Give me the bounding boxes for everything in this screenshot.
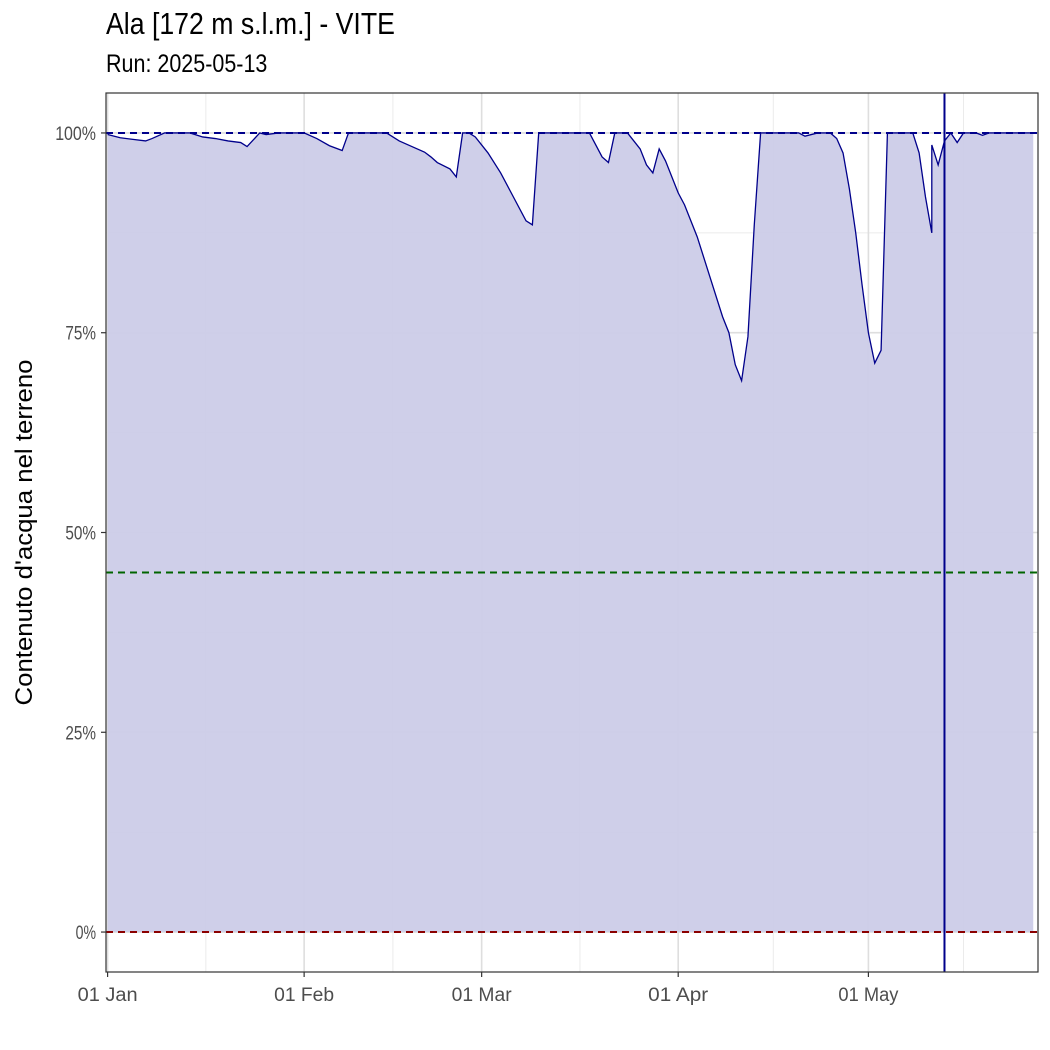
series-area — [107, 132, 1034, 933]
chart-subtitle: Run: 2025-05-13 — [106, 50, 268, 78]
x-tick-label: 01 Feb — [274, 985, 334, 1006]
y-tick-label: 75% — [65, 324, 96, 345]
chart-title: Ala [172 m s.l.m.] - VITE — [106, 6, 395, 41]
y-tick-label: 50% — [65, 524, 96, 545]
x-tick-label: 01 Jan — [78, 985, 138, 1006]
x-tick-label: 01 May — [838, 985, 898, 1006]
series-line — [107, 131, 1034, 384]
y-axis-title: Contenuto d'acqua nel terreno — [11, 360, 38, 706]
y-tick-label: 100% — [55, 124, 96, 145]
y-tick-label: 25% — [65, 723, 96, 744]
x-tick-label: 01 Apr — [648, 985, 709, 1006]
y-tick-label: 0% — [76, 923, 96, 944]
x-tick-label: 01 Mar — [452, 985, 513, 1006]
